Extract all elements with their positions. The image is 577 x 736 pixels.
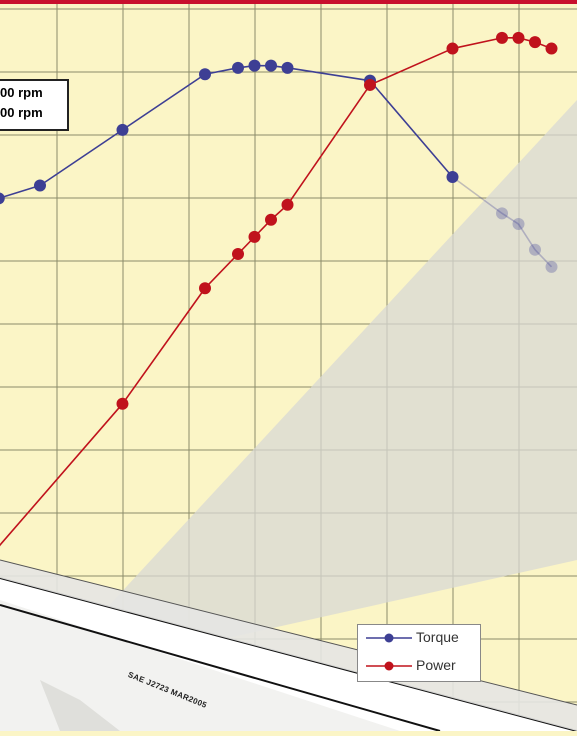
power-point bbox=[496, 31, 508, 44]
torque-point bbox=[545, 260, 558, 273]
legend-torque-label: Torque bbox=[416, 629, 459, 645]
power-point bbox=[512, 31, 525, 44]
torque-line-segment bbox=[452, 176, 503, 214]
top-red-bar bbox=[0, 0, 577, 4]
power-line-segment bbox=[121, 287, 206, 405]
legend-power-label: Power bbox=[416, 657, 456, 673]
power-point bbox=[446, 42, 459, 55]
torque-point bbox=[199, 68, 211, 81]
torque-line-segment bbox=[369, 80, 454, 178]
band-shadow bbox=[0, 560, 577, 731]
legend-torque-swatch bbox=[366, 633, 412, 643]
torque-line-segment bbox=[517, 223, 536, 251]
torque-point bbox=[248, 59, 261, 72]
power-point bbox=[281, 198, 294, 211]
torque-point bbox=[0, 192, 5, 205]
rpm-line-1: 00 rpm bbox=[0, 85, 43, 100]
torque-line-segment bbox=[0, 184, 41, 199]
power-point bbox=[116, 397, 129, 410]
torque-point bbox=[265, 59, 277, 72]
legend: Torque Power bbox=[357, 624, 481, 682]
torque-point bbox=[446, 170, 459, 183]
legend-item-torque: Torque bbox=[358, 627, 480, 649]
legend-item-power: Power bbox=[358, 655, 480, 677]
torque-line-segment bbox=[501, 212, 519, 225]
power-line-segment bbox=[0, 403, 124, 547]
power-line-segment bbox=[204, 253, 239, 289]
torque-point bbox=[232, 61, 244, 74]
power-line-segment bbox=[452, 37, 503, 50]
power-point bbox=[545, 42, 558, 55]
power-line-segment bbox=[286, 84, 371, 206]
rpm-line-2: 00 rpm bbox=[0, 105, 43, 120]
band-arrow-shadow bbox=[40, 680, 120, 731]
power-line-segment bbox=[369, 47, 453, 86]
legend-power-swatch bbox=[366, 661, 412, 671]
series-layer bbox=[0, 31, 558, 547]
torque-point bbox=[281, 61, 294, 74]
torque-line-segment bbox=[39, 129, 123, 187]
torque-point bbox=[512, 218, 525, 231]
power-point bbox=[529, 36, 541, 49]
standard-band bbox=[0, 559, 577, 732]
power-point bbox=[364, 78, 376, 91]
power-point bbox=[248, 230, 261, 243]
power-point bbox=[232, 248, 244, 260]
watermark-wedge bbox=[40, 100, 577, 680]
torque-point bbox=[529, 243, 541, 256]
torque-line-segment bbox=[534, 249, 553, 268]
power-point bbox=[199, 282, 211, 295]
torque-point bbox=[34, 179, 46, 192]
power-point bbox=[265, 213, 277, 226]
torque-point bbox=[116, 123, 129, 136]
torque-line-segment bbox=[287, 67, 371, 82]
rpm-info-box: 00 rpm 00 rpm bbox=[0, 79, 69, 131]
torque-line-segment bbox=[122, 73, 206, 131]
torque-point bbox=[496, 207, 508, 220]
band-edge-lower bbox=[0, 604, 441, 732]
